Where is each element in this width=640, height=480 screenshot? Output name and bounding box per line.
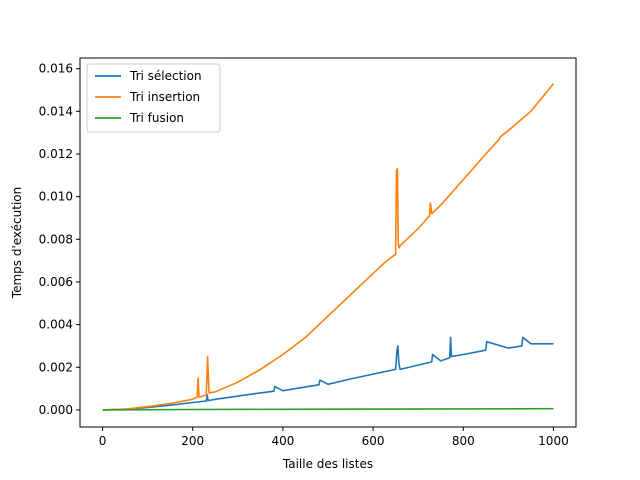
legend-box	[86, 63, 221, 133]
y-tick-label: 0.012	[39, 147, 73, 161]
y-tick-label: 0.008	[39, 232, 73, 246]
plot-frame	[79, 57, 577, 428]
series-line-0	[102, 336, 554, 411]
x-tick-label: 400	[271, 434, 294, 448]
x-tick-label: 200	[181, 434, 204, 448]
legend-label-1: Tri insertion	[129, 90, 200, 104]
legend: Tri sélection Tri insertion Tri fusion	[86, 63, 221, 133]
x-axis-label: Taille des listes	[282, 457, 373, 471]
x-tick-label: 1000	[538, 434, 569, 448]
legend-label-0: Tri sélection	[129, 69, 202, 83]
y-tick-label: 0.000	[39, 403, 73, 417]
y-tick-label: 0.004	[39, 318, 73, 332]
y-tick-label: 0.016	[39, 62, 73, 76]
x-tick-label: 600	[362, 434, 385, 448]
y-tick-label: 0.014	[39, 104, 73, 118]
series-layer	[102, 83, 555, 411]
series-line-1	[102, 83, 555, 411]
x-tick-label: 0	[99, 434, 107, 448]
y-tick-label: 0.006	[39, 275, 73, 289]
series-line-2	[102, 407, 554, 411]
y-axis-label: Temps d'exécution	[10, 187, 24, 299]
y-tick-label: 0.010	[39, 190, 73, 204]
legend-label-2: Tri fusion	[129, 111, 184, 125]
x-axis: 0 200 400 600 800 1000	[99, 427, 569, 448]
y-axis: 0.000 0.002 0.004 0.006 0.008 0.010 0.012 0.014…	[39, 62, 80, 417]
y-tick-label: 0.002	[39, 360, 73, 374]
x-tick-label: 800	[452, 434, 475, 448]
